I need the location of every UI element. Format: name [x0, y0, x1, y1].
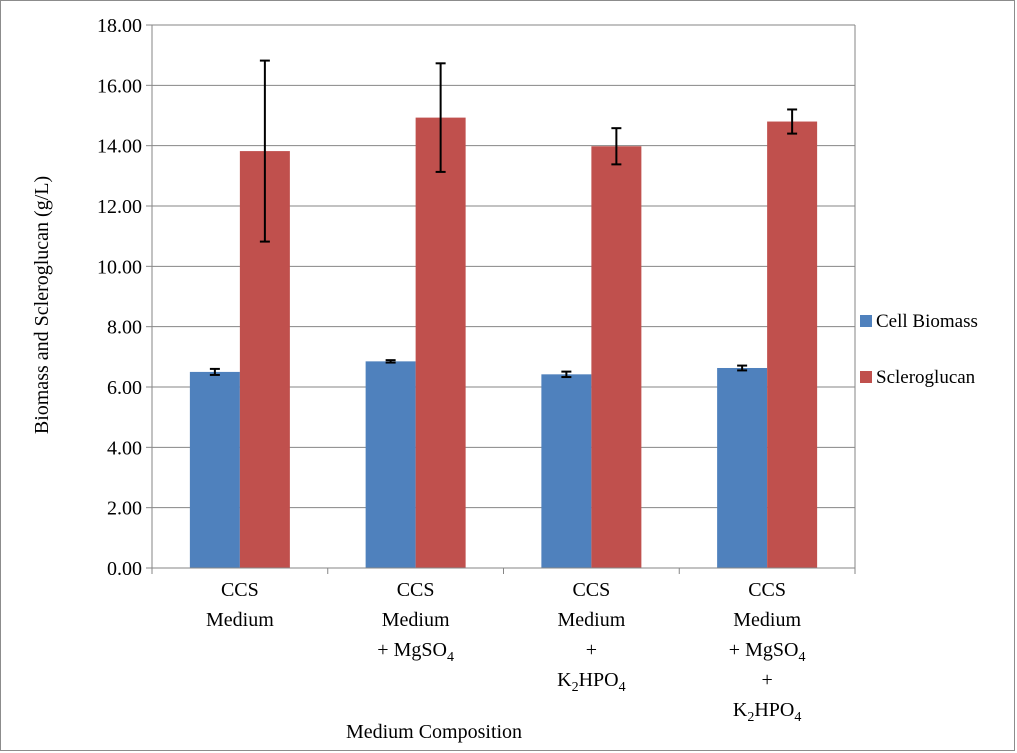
y-axis-label: Biomass and Scleroglucan (g/L)	[31, 176, 53, 434]
y-tick-label: 16.00	[97, 75, 142, 97]
legend-swatch	[860, 315, 872, 327]
x-tick-label: K2HPO4	[733, 699, 801, 725]
legend-label: Scleroglucan	[876, 367, 976, 388]
error-bars	[209, 59, 798, 379]
x-tick-label: +	[586, 639, 597, 661]
x-tick-label: + MgSO4	[729, 639, 806, 665]
x-tick-label: Medium	[206, 609, 274, 631]
x-tick-label: CCS	[572, 579, 610, 601]
x-tick-label: CCS	[397, 579, 435, 601]
bar-scleroglucan	[767, 121, 818, 569]
bar-cell-biomass	[365, 361, 416, 568]
legend-swatch	[860, 371, 872, 383]
bar-scleroglucan	[591, 146, 642, 568]
x-tick-label: CCS	[221, 579, 259, 601]
legend: Cell Biomass Scleroglucan	[860, 311, 978, 388]
x-tick-label: +	[761, 669, 772, 691]
bars	[189, 117, 818, 569]
x-tick-label: Medium	[382, 609, 450, 631]
x-axis-label: Medium Composition	[346, 721, 522, 743]
bar-cell-biomass	[189, 371, 240, 568]
legend-label: Cell Biomass	[876, 311, 978, 332]
y-tick-label: 6.00	[107, 377, 142, 399]
y-tick-label: 2.00	[107, 498, 142, 520]
axes: 0.00 2.00 4.00 6.00 8.00 10.00 12.00 14.00 16.00…	[97, 15, 856, 725]
bar-cell-biomass	[541, 374, 592, 568]
y-tick-label: 4.00	[107, 437, 142, 459]
y-tick-label: 8.00	[107, 317, 142, 339]
x-tick-label: + MgSO4	[377, 639, 454, 665]
x-tick-label: Medium	[733, 609, 801, 631]
bar-scleroglucan	[415, 117, 466, 568]
y-tick-label: 14.00	[97, 136, 142, 158]
y-tick-label: 18.00	[97, 15, 142, 37]
y-tick-label: 0.00	[107, 558, 142, 580]
y-tick-label: 12.00	[97, 196, 142, 218]
x-tick-label: Medium	[557, 609, 625, 631]
y-tick-label: 10.00	[97, 256, 142, 278]
x-tick-label: K2HPO4	[557, 669, 625, 695]
bar-cell-biomass	[717, 367, 768, 568]
x-tick-label: CCS	[748, 579, 786, 601]
